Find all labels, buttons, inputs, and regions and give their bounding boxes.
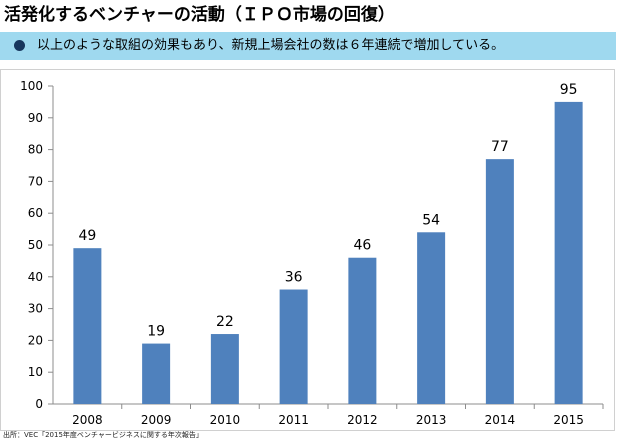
bar bbox=[279, 289, 308, 404]
bar bbox=[485, 159, 514, 404]
x-tick-label: 2012 bbox=[347, 413, 378, 427]
summary-bar: 以上のような取組の効果もあり、新規上場会社の数は６年連続で増加している。 bbox=[0, 32, 616, 60]
x-tick-label: 2013 bbox=[416, 413, 447, 427]
y-tick-label: 90 bbox=[28, 111, 43, 125]
x-tick-label: 2014 bbox=[485, 413, 516, 427]
data-label: 46 bbox=[353, 238, 371, 254]
x-tick-label: 2010 bbox=[210, 413, 241, 427]
bar bbox=[142, 343, 171, 404]
y-tick-label: 100 bbox=[20, 79, 43, 93]
y-tick-label: 50 bbox=[28, 238, 43, 252]
source-note: 出所：VEC「2015年度ベンチャービジネスに関する年次報告」 bbox=[3, 431, 203, 439]
y-tick-label: 40 bbox=[28, 270, 43, 284]
y-tick-label: 60 bbox=[28, 206, 43, 220]
bullet-icon bbox=[14, 40, 25, 51]
y-tick-label: 20 bbox=[28, 333, 43, 347]
chart-frame bbox=[0, 69, 615, 431]
data-label: 54 bbox=[422, 212, 440, 228]
y-tick-label: 70 bbox=[28, 174, 43, 188]
x-tick-label: 2011 bbox=[278, 413, 309, 427]
x-tick-label: 2008 bbox=[72, 413, 103, 427]
bar bbox=[554, 101, 583, 405]
bar bbox=[73, 248, 102, 404]
data-label: 19 bbox=[147, 324, 165, 340]
y-tick-label: 0 bbox=[35, 397, 43, 411]
data-label: 36 bbox=[285, 270, 303, 286]
data-label: 77 bbox=[491, 139, 509, 155]
bar bbox=[210, 334, 239, 404]
bar bbox=[348, 257, 377, 404]
x-tick-label: 2015 bbox=[553, 413, 584, 427]
page-title: 活発化するベンチャーの活動（ＩＰＯ市場の回復） bbox=[4, 5, 395, 25]
y-tick-label: 10 bbox=[28, 365, 43, 379]
data-label: 95 bbox=[560, 82, 578, 98]
x-tick-label: 2009 bbox=[141, 413, 172, 427]
y-tick-label: 30 bbox=[28, 302, 43, 316]
data-label: 49 bbox=[78, 228, 96, 244]
bar bbox=[417, 232, 446, 404]
data-label: 22 bbox=[216, 314, 234, 330]
y-tick-label: 80 bbox=[28, 143, 43, 157]
summary-text: 以上のような取組の効果もあり、新規上場会社の数は６年連続で増加している。 bbox=[37, 38, 505, 53]
